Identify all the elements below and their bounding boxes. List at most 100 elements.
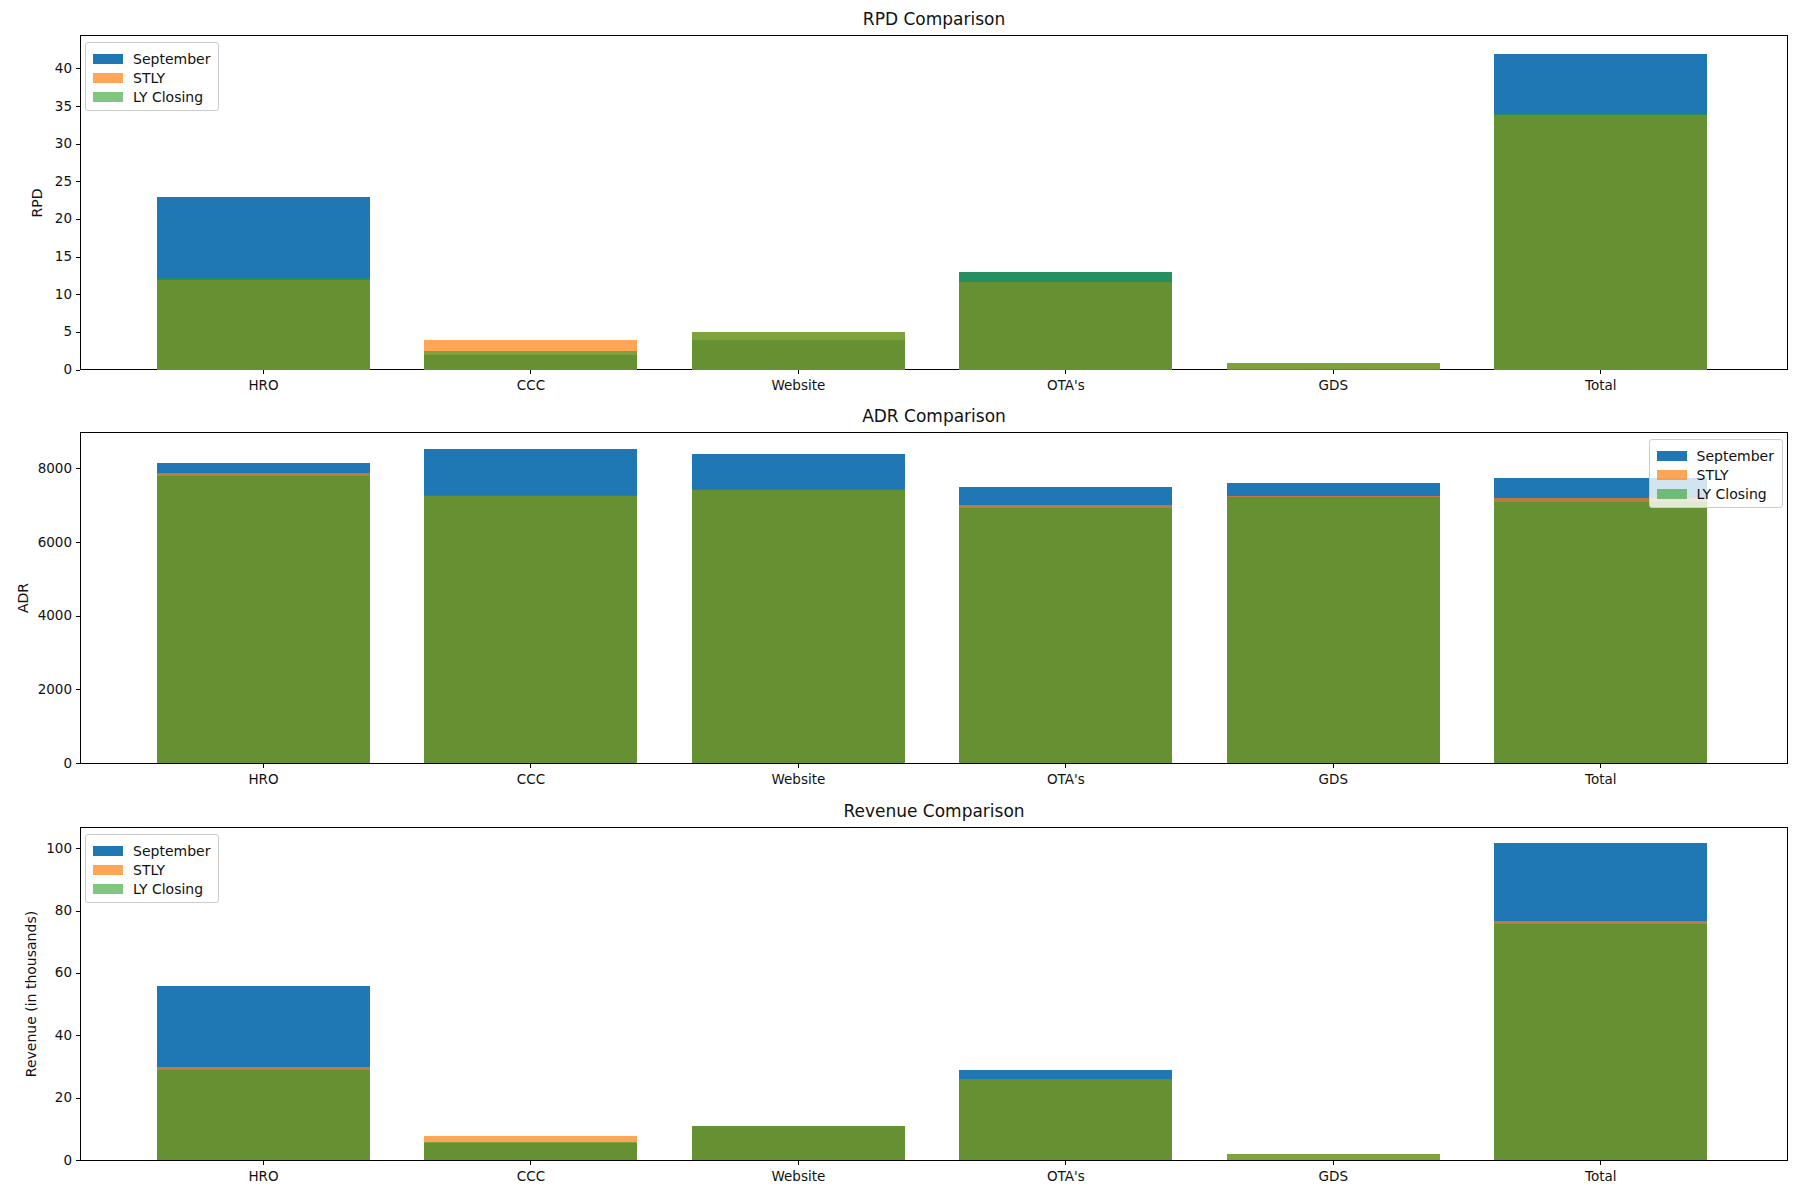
figure: RPD ComparisonRPD0510152025303540HROCCCW… xyxy=(0,0,1800,1200)
x-tick-label-otas: OTA's xyxy=(986,377,1146,393)
y-tick-label: 15 xyxy=(0,248,72,264)
x-tick-mark xyxy=(263,1161,264,1165)
legend-swatch-stly xyxy=(93,73,123,83)
y-tick-mark xyxy=(76,616,80,617)
x-tick-mark xyxy=(1065,1161,1066,1165)
y-tick-mark xyxy=(76,763,80,764)
y-tick-label: 0 xyxy=(0,1152,72,1168)
y-tick-mark xyxy=(76,689,80,690)
x-tick-mark xyxy=(1065,370,1066,374)
y-tick-mark xyxy=(76,106,80,107)
y-tick-mark xyxy=(76,144,80,145)
chart-title-revenue-comparison: Revenue Comparison xyxy=(80,801,1788,821)
legend-swatch-stly xyxy=(93,865,123,875)
x-tick-mark xyxy=(1333,1161,1334,1165)
legend-swatch-ly-closing xyxy=(1657,489,1687,499)
y-tick-mark xyxy=(76,219,80,220)
y-tick-mark xyxy=(76,181,80,182)
y-tick-label: 100 xyxy=(0,840,72,856)
legend-rpd-comparison: September STLY LY Closing xyxy=(85,42,219,111)
legend-adr-comparison: September STLYLY Closing xyxy=(1649,439,1783,508)
bar-ly-closing-total xyxy=(1494,114,1707,370)
x-tick-label-website: Website xyxy=(718,1168,878,1184)
y-tick-label: 4000 xyxy=(0,607,72,623)
y-tick-label: 80 xyxy=(0,902,72,918)
x-tick-mark xyxy=(798,764,799,768)
x-tick-mark xyxy=(798,1161,799,1165)
x-tick-mark xyxy=(263,764,264,768)
y-tick-mark xyxy=(76,1160,80,1161)
x-tick-mark xyxy=(1600,764,1601,768)
bar-ly-closing-otas xyxy=(959,1079,1172,1160)
y-tick-mark xyxy=(76,542,80,543)
y-tick-label: 20 xyxy=(0,210,72,226)
x-tick-label-hro: HRO xyxy=(184,1168,344,1184)
legend-row-stly: STLY xyxy=(1657,465,1774,484)
x-tick-mark xyxy=(798,370,799,374)
bar-ly-closing-total xyxy=(1494,924,1707,1161)
bar-ly-closing-hro xyxy=(157,278,370,370)
x-tick-mark xyxy=(530,764,531,768)
y-tick-label: 0 xyxy=(0,755,72,771)
x-tick-mark xyxy=(1065,764,1066,768)
x-tick-label-gds: GDS xyxy=(1253,771,1413,787)
legend-swatch-september xyxy=(1657,451,1687,461)
x-tick-label-hro: HRO xyxy=(184,771,344,787)
legend-row-september: September xyxy=(93,841,210,860)
legend-label-ly-closing: LY Closing xyxy=(133,89,203,105)
bar-ly-closing-ccc xyxy=(424,1142,637,1161)
legend-label-stly: STLY xyxy=(133,862,165,878)
y-tick-mark xyxy=(76,257,80,258)
legend-swatch-stly xyxy=(1657,470,1687,480)
legend-label-ly-closing: LY Closing xyxy=(133,881,203,897)
bar-ly-closing-total xyxy=(1494,502,1707,764)
x-tick-label-total: Total xyxy=(1521,377,1681,393)
bar-ly-closing-website xyxy=(692,332,905,370)
bar-ly-closing-gds xyxy=(1227,1154,1440,1161)
legend-row-ly-closing: LY Closing xyxy=(1657,484,1774,503)
x-tick-mark xyxy=(1600,1161,1601,1165)
legend-row-stly: STLY xyxy=(93,68,210,87)
bar-ly-closing-otas xyxy=(959,272,1172,370)
legend-row-september: September xyxy=(1657,446,1774,465)
bar-ly-closing-website xyxy=(692,489,905,763)
x-tick-label-hro: HRO xyxy=(184,377,344,393)
legend-label-stly: STLY xyxy=(133,70,165,86)
y-tick-mark xyxy=(76,911,80,912)
bar-ly-closing-otas xyxy=(959,508,1172,764)
x-tick-label-website: Website xyxy=(718,771,878,787)
x-tick-mark xyxy=(1333,764,1334,768)
bar-ly-closing-hro xyxy=(157,476,370,764)
y-tick-label: 0 xyxy=(0,361,72,377)
legend-label-stly: STLY xyxy=(1697,467,1729,483)
bar-ly-closing-ccc xyxy=(424,351,637,370)
y-tick-label: 10 xyxy=(0,286,72,302)
y-tick-mark xyxy=(76,294,80,295)
y-tick-label: 20 xyxy=(0,1089,72,1105)
x-tick-label-gds: GDS xyxy=(1253,377,1413,393)
bar-ly-closing-gds xyxy=(1227,363,1440,370)
bar-ly-closing-hro xyxy=(157,1070,370,1160)
y-tick-label: 60 xyxy=(0,964,72,980)
x-tick-label-ccc: CCC xyxy=(451,1168,611,1184)
legend-swatch-september xyxy=(93,54,123,64)
y-tick-label: 2000 xyxy=(0,681,72,697)
legend-revenue-comparison: September STLY LY Closing xyxy=(85,834,219,903)
y-axis-label-revenue-comparison: Revenue (in thousands) xyxy=(23,911,39,1077)
legend-row-ly-closing: LY Closing xyxy=(93,87,210,106)
y-tick-mark xyxy=(76,973,80,974)
chart-title-adr-comparison: ADR Comparison xyxy=(80,406,1788,426)
y-tick-label: 35 xyxy=(0,98,72,114)
x-tick-label-gds: GDS xyxy=(1253,1168,1413,1184)
x-tick-label-ccc: CCC xyxy=(451,377,611,393)
x-tick-label-ccc: CCC xyxy=(451,771,611,787)
x-tick-mark xyxy=(1333,370,1334,374)
chart-title-rpd-comparison: RPD Comparison xyxy=(80,9,1788,29)
y-tick-label: 25 xyxy=(0,173,72,189)
legend-swatch-september xyxy=(93,846,123,856)
legend-row-stly: STLY xyxy=(93,860,210,879)
legend-label-september: September xyxy=(133,51,210,67)
y-tick-label: 40 xyxy=(0,60,72,76)
x-tick-label-otas: OTA's xyxy=(986,1168,1146,1184)
y-tick-label: 30 xyxy=(0,135,72,151)
